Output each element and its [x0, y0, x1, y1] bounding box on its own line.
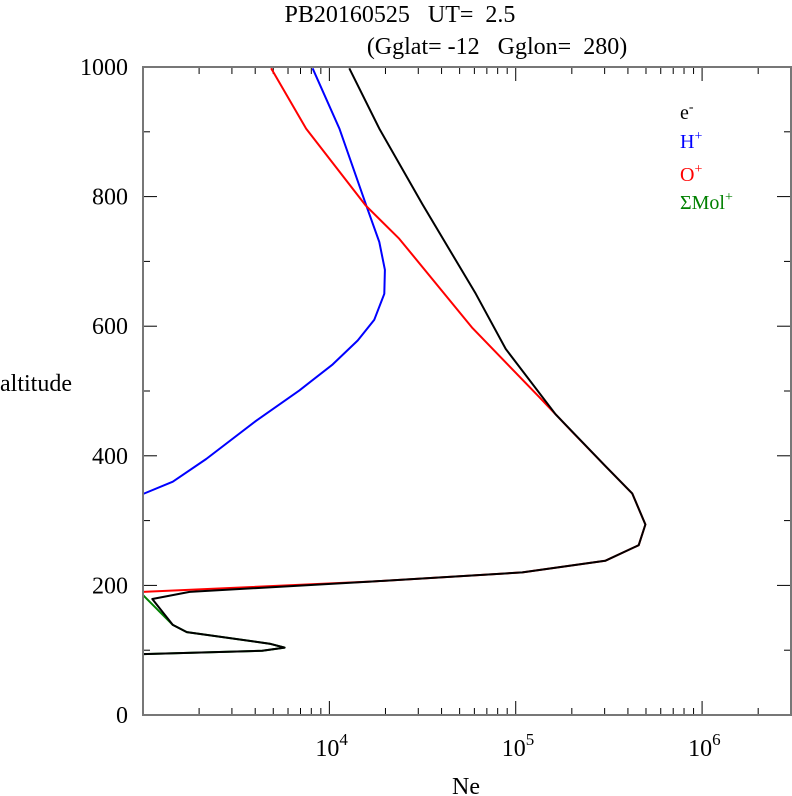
x-tick-label-exponent: 6 — [712, 730, 721, 749]
y-tick-label: 400 — [92, 444, 128, 470]
legend-entry: O+ — [680, 162, 702, 186]
x-tick-labels: 104 105 106 — [315, 730, 720, 762]
legend-label-sup: + — [725, 190, 733, 205]
y-tick-labels: 0 200 400 600 800 1000 — [80, 55, 128, 729]
series-lines — [142, 67, 647, 656]
legend-label-sup: + — [694, 162, 702, 177]
series-line-mol — [142, 594, 286, 656]
y-tick-label: 200 — [92, 573, 128, 599]
x-tick-label: 105 — [502, 730, 535, 762]
legend-label: ΣMol — [680, 192, 725, 214]
legend-label: H — [680, 131, 694, 153]
y-tick-label: 1000 — [80, 55, 128, 81]
legend-label-sup: + — [694, 129, 702, 144]
x-tick-label-exponent: 5 — [526, 730, 535, 749]
y-tick-label: 800 — [92, 185, 128, 211]
series-line-h — [142, 67, 386, 495]
x-axis-label: Ne — [452, 774, 480, 796]
x-tick-label-base: 10 — [502, 736, 526, 762]
chart-subtitle: (Gglat= -12 Gglon= 280) — [367, 34, 627, 60]
x-tick-label-base: 10 — [688, 736, 712, 762]
x-tick-label-exponent: 4 — [339, 730, 348, 749]
x-tick-label: 104 — [315, 730, 348, 762]
legend-label-sup: - — [689, 100, 694, 115]
legend-entry: e- — [680, 100, 694, 124]
y-tick-label: 600 — [92, 314, 128, 340]
y-tick-label: 0 — [116, 703, 128, 729]
legend-label: e — [680, 102, 689, 124]
chart-title: PB20160525 UT= 2.5 — [285, 2, 516, 28]
series-line-e — [142, 67, 647, 656]
legend-label: O — [680, 164, 694, 186]
series-line-o — [142, 67, 647, 593]
plot-frame — [142, 66, 792, 716]
x-tick-label: 106 — [688, 730, 721, 762]
legend-entry: ΣMol+ — [680, 190, 733, 214]
x-tick-label-base: 10 — [315, 736, 339, 762]
y-axis-label: altitude — [0, 371, 72, 397]
legend-entry: H+ — [680, 129, 702, 153]
legend: e-H+O+ΣMol+ — [680, 100, 733, 214]
